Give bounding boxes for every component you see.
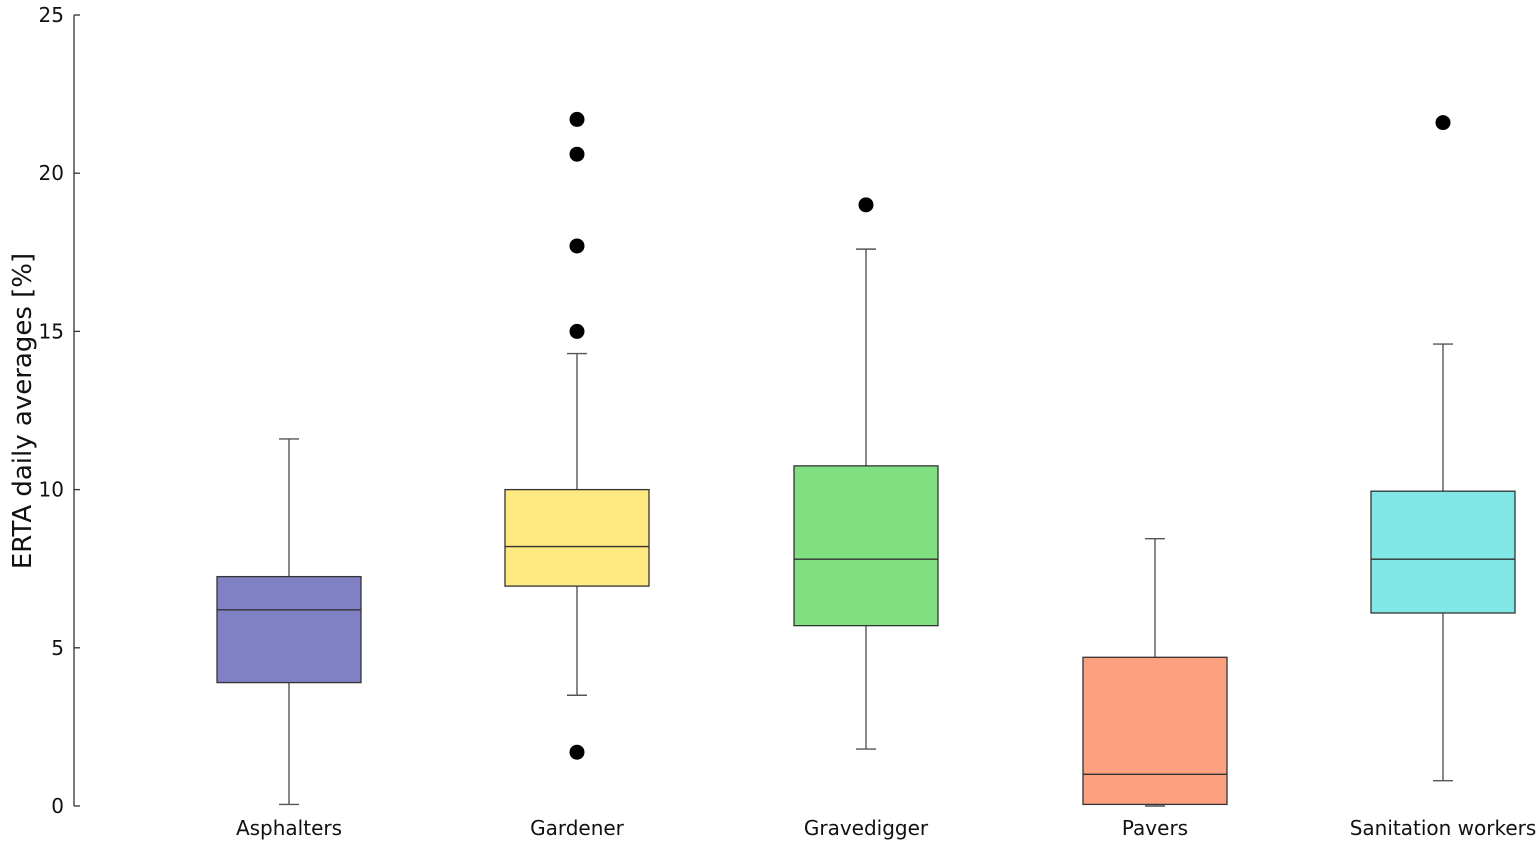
axes-layer: 0 5 10 15 20 25 [39,3,80,818]
box-group-pavers: Pavers [1082,537,1228,840]
box-pavers [1082,656,1228,806]
box-asphalters [216,575,362,684]
outlier-gardener-4 [569,111,585,127]
x-category-label-pavers: Pavers [1122,816,1188,840]
outlier-gardener-1 [569,323,585,339]
box-gardener [504,488,650,587]
y-tick-label-15: 15 [39,319,64,343]
outlier-gravedigger-0 [858,197,874,213]
y-tick-label-5: 5 [51,636,64,660]
y-tick-label-10: 10 [39,478,64,502]
box-group-sanitation-workers: Sanitation workers [1350,115,1536,840]
outlier-gardener-3 [569,146,585,162]
box-group-gardener: Gardener [504,111,650,840]
outlier-gardener-2 [569,238,585,254]
x-category-label-gravedigger: Gravedigger [804,816,929,840]
box-gravedigger [793,465,939,627]
y-axis-label: ERTA daily averages [%] [8,253,38,569]
box-group-gravedigger: Gravedigger [793,197,939,840]
y-tick-label-20: 20 [39,161,64,185]
y-tick-label-0: 0 [51,794,64,818]
x-category-label-sanitation-workers: Sanitation workers [1350,816,1536,840]
box-sanitation-workers [1370,490,1516,614]
x-category-label-gardener: Gardener [530,816,625,840]
box-group-asphalters: Asphalters [216,438,362,840]
y-tick-label-25: 25 [39,3,64,27]
boxes-layer: Asphalters Gardener Gravedigger Pavers Sanit… [216,111,1536,840]
x-category-label-asphalters: Asphalters [236,816,342,840]
outlier-sanitation-workers-0 [1435,115,1451,131]
outlier-gardener-0 [569,744,585,760]
